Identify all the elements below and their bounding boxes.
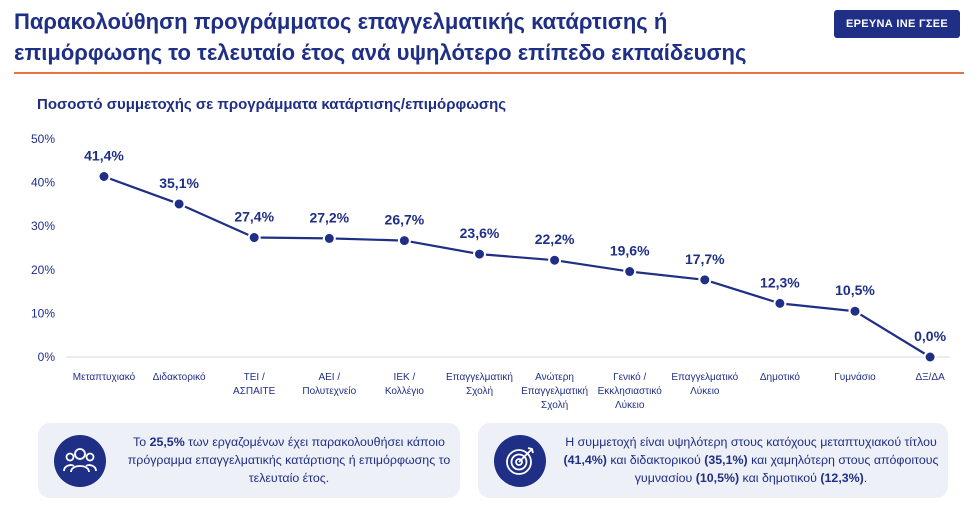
x-tick-label: Διδακτορικό: [153, 371, 206, 383]
info-card-employees-text: Το 25,5% των εργαζομένων έχει παρακολουθ…: [124, 433, 454, 487]
data-label: 23,6%: [460, 225, 500, 241]
y-tick-label: 20%: [31, 263, 55, 277]
x-tick-label: Ανώτερη: [535, 371, 574, 383]
highlight-value: (41,4%): [563, 453, 607, 467]
x-tick-label: Μεταπτυχιακό: [73, 371, 136, 383]
text-segment: .: [863, 471, 868, 485]
data-label: 22,2%: [535, 231, 575, 247]
x-tick-label: Λύκειο: [615, 399, 645, 411]
data-label: 27,2%: [309, 209, 349, 225]
data-label: 12,3%: [760, 274, 800, 290]
data-point: [397, 234, 411, 248]
y-tick-label: 10%: [31, 306, 55, 320]
x-tick-label: Εκκλησιαστικό: [598, 385, 663, 397]
y-tick-label: 30%: [31, 219, 55, 233]
data-label: 35,1%: [159, 175, 199, 191]
x-tick-label: Πολυτεχνείο: [302, 385, 356, 397]
source-badge: ΕΡΕΥΝΑ ΙΝΕ ΓΣΕΕ: [834, 10, 960, 38]
text-segment: και χαμηλότερη στους απόφοιτους γυμνασίο…: [634, 453, 939, 485]
y-tick-label: 40%: [31, 176, 55, 190]
data-point: [623, 265, 637, 279]
data-point: [97, 169, 111, 183]
data-label: 17,7%: [685, 251, 725, 267]
data-label: 19,6%: [610, 243, 650, 259]
text-segment: και δημοτικού: [739, 471, 821, 485]
line-chart: 0% 10% 20% 30% 40% 50% 41,4% Μεταπτυχιακό 35,1% Δ…: [31, 132, 950, 411]
highlight-value: (10,5%): [695, 471, 740, 485]
data-label: 41,4%: [84, 147, 124, 163]
text-segment: και διδακτορικού: [606, 453, 705, 467]
y-tick-label: 50%: [31, 132, 55, 146]
people-group-icon: [54, 435, 106, 487]
data-label: 10,5%: [835, 282, 875, 298]
x-tick-label: ΙΕΚ /: [394, 372, 416, 383]
x-tick-label: ΑΣΠΑΙΤΕ: [233, 386, 276, 397]
chart-title: Ποσοστό συμμετοχής σε προγράμματα κατάρτ…: [37, 96, 507, 113]
data-label: 0,0%: [914, 328, 946, 344]
data-point: [548, 253, 562, 267]
x-tick-label: ΤΕΙ /: [244, 372, 265, 383]
info-card-employees: Το 25,5% των εργαζομένων έχει παρακολουθ…: [38, 423, 460, 498]
x-tick-label: Γενικό /: [613, 371, 646, 383]
highlight-value: (35,1%): [704, 453, 748, 467]
data-point: [322, 231, 336, 245]
header-divider: [14, 72, 964, 74]
text-segment: Η συμμετοχή είναι υψηλότερη στους κατόχο…: [565, 435, 937, 449]
info-card-comparison: Η συμμετοχή είναι υψηλότερη στους κατόχο…: [478, 423, 948, 498]
x-tick-label: ΔΞ/ΔΑ: [915, 372, 945, 383]
x-tick-label: Γυμνάσιο: [834, 371, 876, 383]
data-point: [473, 247, 486, 261]
data-point: [773, 296, 787, 310]
x-tick-label: Λύκειο: [690, 385, 720, 397]
x-tick-label: Κολλέγιο: [385, 385, 425, 397]
x-tick-label: Δημοτικό: [760, 371, 800, 383]
data-point: [172, 197, 186, 211]
page-title: Παρακολούθηση προγράμματος επαγγελματική…: [14, 9, 747, 65]
x-tick-label: Επαγγελματική: [446, 371, 513, 383]
x-tick-label: Επαγγελματικό: [671, 371, 738, 383]
data-point: [247, 231, 261, 245]
series-line: [103, 175, 931, 358]
highlight-value: 25,5%: [149, 435, 185, 449]
text-segment: Το: [133, 435, 150, 449]
target-icon: [494, 435, 546, 487]
x-tick-label: ΑΕΙ /: [318, 372, 340, 383]
data-label: 27,4%: [234, 209, 274, 225]
x-tick-label: Σχολή: [466, 385, 493, 397]
data-label: 26,7%: [385, 212, 425, 228]
data-point: [923, 350, 937, 364]
x-tick-label: Επαγγελματική: [521, 385, 588, 397]
x-tick-label: Σχολή: [541, 399, 568, 411]
text-segment: των εργαζομένων έχει παρακολουθήσει κάπο…: [127, 435, 451, 485]
data-point: [848, 304, 862, 318]
highlight-value: (12,3%): [820, 471, 864, 485]
data-point: [698, 273, 712, 287]
y-tick-label: 0%: [38, 350, 56, 364]
info-card-comparison-text: Η συμμετοχή είναι υψηλότερη στους κατόχο…: [562, 433, 940, 487]
